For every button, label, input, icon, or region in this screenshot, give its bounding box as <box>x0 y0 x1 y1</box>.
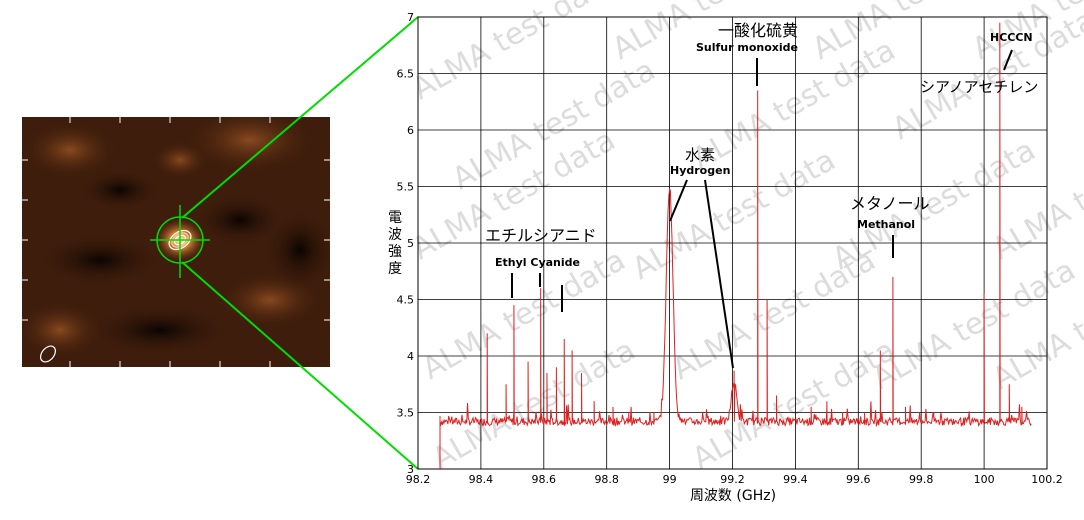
x-tick-label: 98.8 <box>594 473 619 486</box>
y-tick-label: 4 <box>407 350 414 363</box>
y-tick-label: 7 <box>407 11 414 24</box>
x-tick-label: 99.4 <box>783 473 808 486</box>
pointer-hydrogen-1 <box>669 179 688 222</box>
beam-ellipse <box>40 345 56 363</box>
x-tick-label: 98.2 <box>406 473 431 486</box>
annotation-ethyl-cyanide-jp: エチルシアニド <box>485 226 597 245</box>
y-tick-label: 6.5 <box>397 68 415 81</box>
watermark-text: ALMA test data <box>987 123 1084 267</box>
source-image-panel <box>22 117 330 367</box>
pointer-hcccn <box>1003 49 1013 71</box>
annotation-sulfur-monoxide-jp: 一酸化硫黄 <box>718 21 798 40</box>
x-tick-label: 98.4 <box>469 473 494 486</box>
x-tick-label: 100 <box>974 473 995 486</box>
x-tick-label: 100.2 <box>1031 473 1063 486</box>
source-contours <box>168 229 192 251</box>
x-tick-label: 99.2 <box>720 473 745 486</box>
watermark-text: ALMA test data <box>687 33 902 177</box>
y-tick-label: 3 <box>407 463 414 476</box>
y-tick-labels: 3 3.5 4 4.5 5 5.5 6 6.5 7 <box>397 11 415 476</box>
watermark-text: ALMA test data <box>867 253 1082 397</box>
x-tick-label: 99 <box>663 473 677 486</box>
watermark-text: ALMA test data <box>627 143 842 287</box>
y-tick-label: 6 <box>407 124 414 137</box>
plot-frame <box>417 16 1048 470</box>
x-tick-label: 99.6 <box>846 473 871 486</box>
watermark-text: ALMA test data <box>887 3 1084 147</box>
y-tick-label: 4.5 <box>397 294 415 307</box>
zoom-lines <box>181 16 419 470</box>
annotation-ethyl-cyanide-en: Ethyl Cyanide <box>495 256 580 269</box>
y-axis-label: 電波強度 <box>388 210 402 277</box>
annotation-sulfur-monoxide-en: Sulfur monoxide <box>696 41 798 54</box>
annotation-methanol-en: Methanol <box>857 218 915 231</box>
annotation-hydrogen-en: Hydrogen <box>670 164 730 177</box>
annotation-methanol-jp: メタノール <box>850 194 930 213</box>
x-axis-label: 周波数 (GHz) <box>690 488 776 504</box>
x-tick-label: 98.6 <box>532 473 557 486</box>
x-tick-label: 99.8 <box>909 473 934 486</box>
pointer-hydrogen-2 <box>704 179 734 369</box>
y-tick-label: 5.5 <box>397 181 415 194</box>
zoom-line-top <box>181 16 419 219</box>
image-ticks <box>22 117 330 367</box>
annotations: エチルシアニド Ethyl Cyanide 水素 Hydrogen 一酸化硫黄 … <box>485 21 1038 369</box>
y-tick-label: 5 <box>407 237 414 250</box>
x-tick-labels: 98.2 98.4 98.6 98.8 99 99.2 99.4 99.6 99.8 100 100… <box>406 473 1063 486</box>
y-tick-label: 3.5 <box>397 407 415 420</box>
annotation-hcccn-jp: シアノアセチレン <box>920 78 1038 96</box>
annotation-hcccn-en: HCCCN <box>990 31 1033 44</box>
zoom-line-bottom <box>181 261 419 470</box>
spectrum-line <box>439 22 1032 469</box>
crosshair-marker <box>150 205 210 278</box>
annotation-hydrogen-jp: 水素 <box>685 146 715 164</box>
